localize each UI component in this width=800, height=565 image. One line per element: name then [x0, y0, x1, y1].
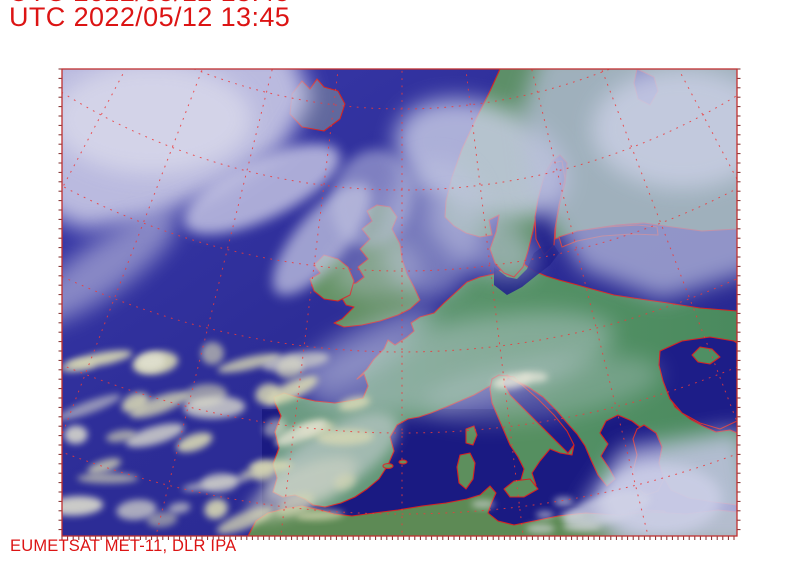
black-sea: [658, 336, 737, 430]
crimea-peninsula: [691, 346, 721, 365]
land-balearic-island: [382, 463, 394, 469]
land-balearic-island: [398, 459, 408, 465]
credit-label: EUMETSAT MET-11, DLR IPA: [10, 537, 237, 555]
timestamp-label: UTC 2022/05/12 13:45: [9, 2, 291, 32]
land-sicily: [503, 478, 539, 498]
frame-border: [61, 68, 738, 537]
graticule-layer: [62, 69, 737, 536]
satellite-map: [58, 68, 741, 540]
cropped-timestamp-label: UTC 2022/05/12 13:45: [9, 0, 349, 2]
land-sardinia: [456, 452, 476, 490]
cloud-layer: [62, 69, 737, 536]
